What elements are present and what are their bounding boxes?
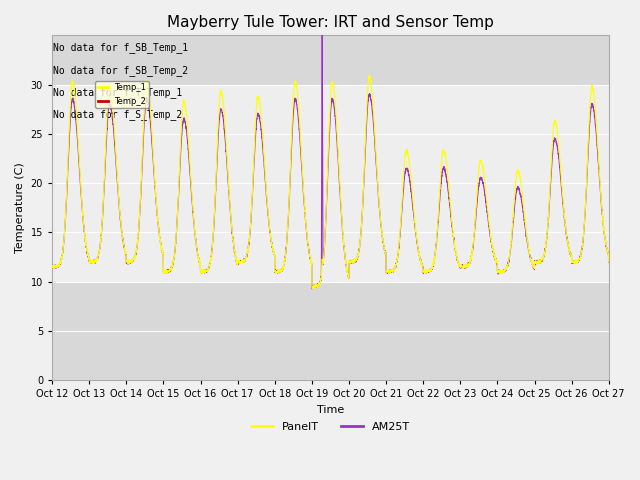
Text: No data for f_SB_Temp_1: No data for f_SB_Temp_1 [52,42,188,53]
Bar [52,84,609,282]
Y-axis label: Temperature (C): Temperature (C) [15,162,25,253]
Title: Mayberry Tule Tower: IRT and Sensor Temp: Mayberry Tule Tower: IRT and Sensor Temp [167,15,494,30]
Legend: PanelT, AM25T: PanelT, AM25T [246,418,415,436]
Text: No data for f_T_Temp_1: No data for f_T_Temp_1 [52,87,182,98]
Text: No data for f_S_Temp_2: No data for f_S_Temp_2 [52,109,182,120]
Text: No data for f_SB_Temp_2: No data for f_SB_Temp_2 [52,65,188,75]
Bar [52,36,609,84]
Bar [52,282,609,380]
X-axis label: Time: Time [317,405,344,415]
